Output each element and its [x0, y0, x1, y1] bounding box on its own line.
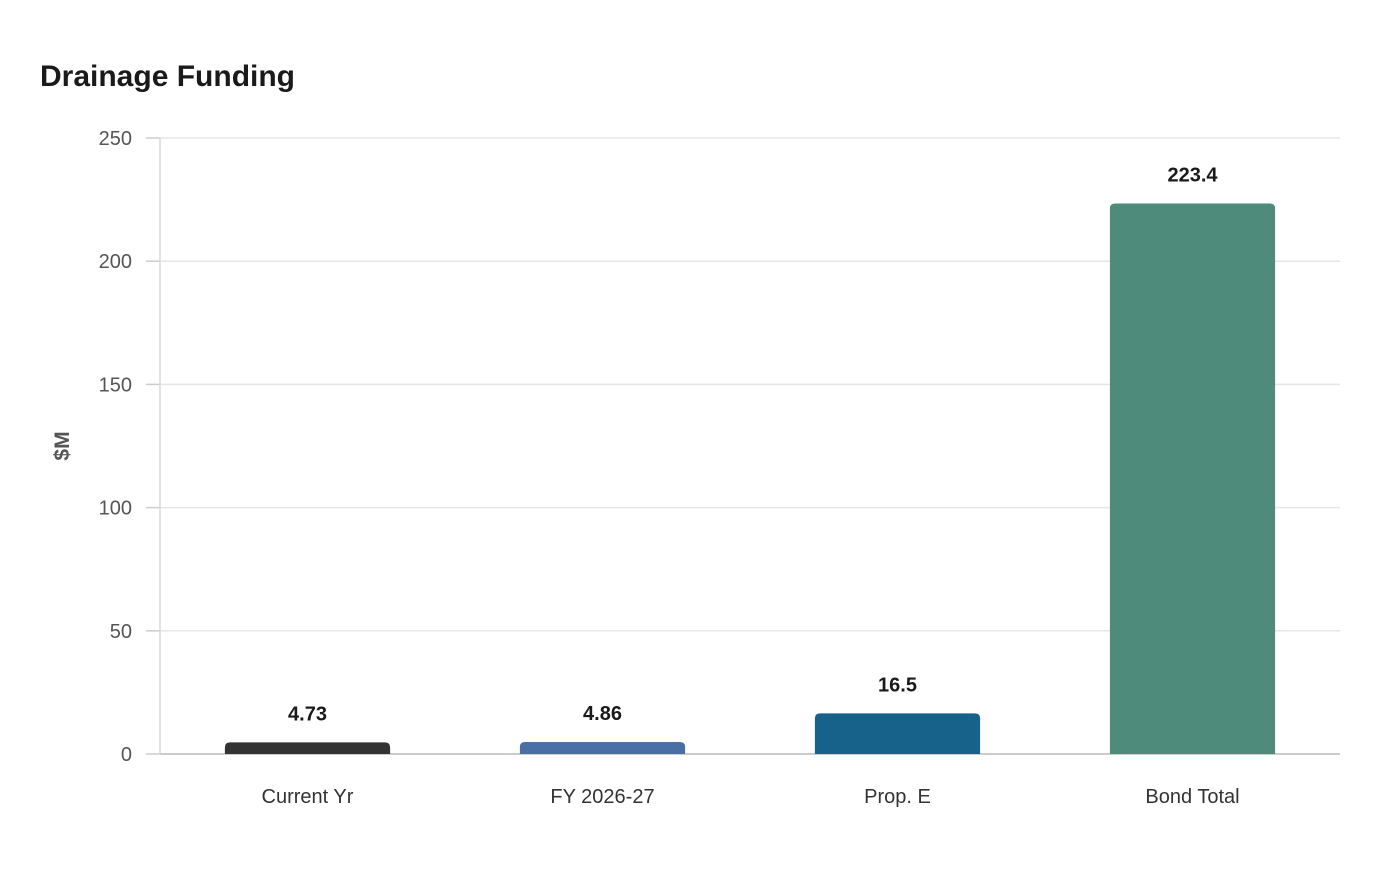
labels: 0 50 100 150 200 250 4.73 Current Yr 4.86 FY 2026…	[99, 128, 1240, 808]
bar-fy-2026-27	[519, 742, 686, 754]
bar-bond-total	[1109, 203, 1276, 754]
bar-prop-e	[814, 713, 981, 754]
x-tick-label: Current Yr	[262, 786, 354, 808]
value-label: 16.5	[878, 674, 917, 696]
x-tick-label: FY 2026-27	[550, 786, 654, 808]
x-tick-label: Bond Total	[1145, 786, 1239, 808]
y-axis-title: $M	[51, 431, 74, 460]
x-tick-label: Prop. E	[864, 786, 931, 808]
y-tick-label: 50	[110, 621, 132, 643]
chart-title: Drainage Funding	[40, 60, 295, 93]
y-tick-label: 0	[121, 744, 132, 766]
value-label: 223.4	[1167, 165, 1218, 187]
y-tick-label: 100	[99, 498, 132, 520]
y-tick-label: 250	[99, 128, 132, 150]
bar-current-yr	[224, 742, 391, 754]
y-tick-label: 150	[99, 374, 132, 396]
bars	[224, 203, 1276, 754]
y-tick-label: 200	[99, 251, 132, 273]
value-label: 4.86	[583, 703, 622, 725]
value-label: 4.73	[288, 703, 327, 725]
